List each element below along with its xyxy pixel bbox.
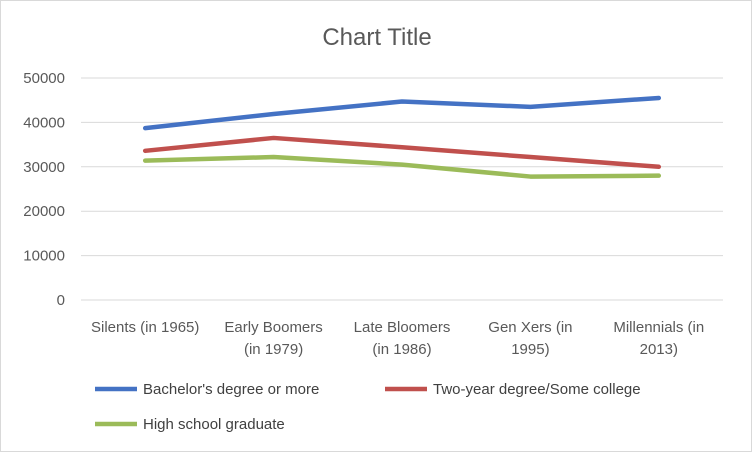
- legend-label: High school graduate: [143, 416, 285, 433]
- x-axis-ticks: Silents (in 1965) Early Boomers (in 1979) L…: [91, 319, 704, 358]
- x-tick-label: Gen Xers (in 1995): [488, 319, 572, 358]
- y-tick-label: 10000: [23, 248, 65, 265]
- x-tick-label: Early Boomers (in 1979): [224, 319, 322, 358]
- series-line: [142, 135, 662, 170]
- y-tick-label: 20000: [23, 203, 65, 220]
- legend-label: Two-year degree/Some college: [433, 381, 641, 398]
- y-tick-label: 50000: [23, 70, 65, 87]
- y-tick-label: 30000: [23, 159, 65, 176]
- chart-title: Chart Title: [322, 24, 431, 51]
- legend: Bachelor's degree or more Two-year degree…: [95, 381, 641, 433]
- y-tick-label: 40000: [23, 114, 65, 131]
- series-lines: [142, 95, 662, 179]
- legend-label: Bachelor's degree or more: [143, 381, 319, 398]
- x-tick-label: Silents (in 1965): [91, 319, 199, 336]
- y-axis-ticks: 0 10000 20000 30000 40000 50000: [23, 70, 65, 309]
- y-tick-label: 0: [57, 292, 65, 309]
- x-tick-label: Late Bloomers (in 1986): [354, 319, 451, 358]
- gridlines: [81, 77, 723, 301]
- x-tick-label: Millennials (in 2013): [613, 319, 704, 358]
- series-line: [142, 95, 662, 131]
- series-line: [142, 154, 662, 179]
